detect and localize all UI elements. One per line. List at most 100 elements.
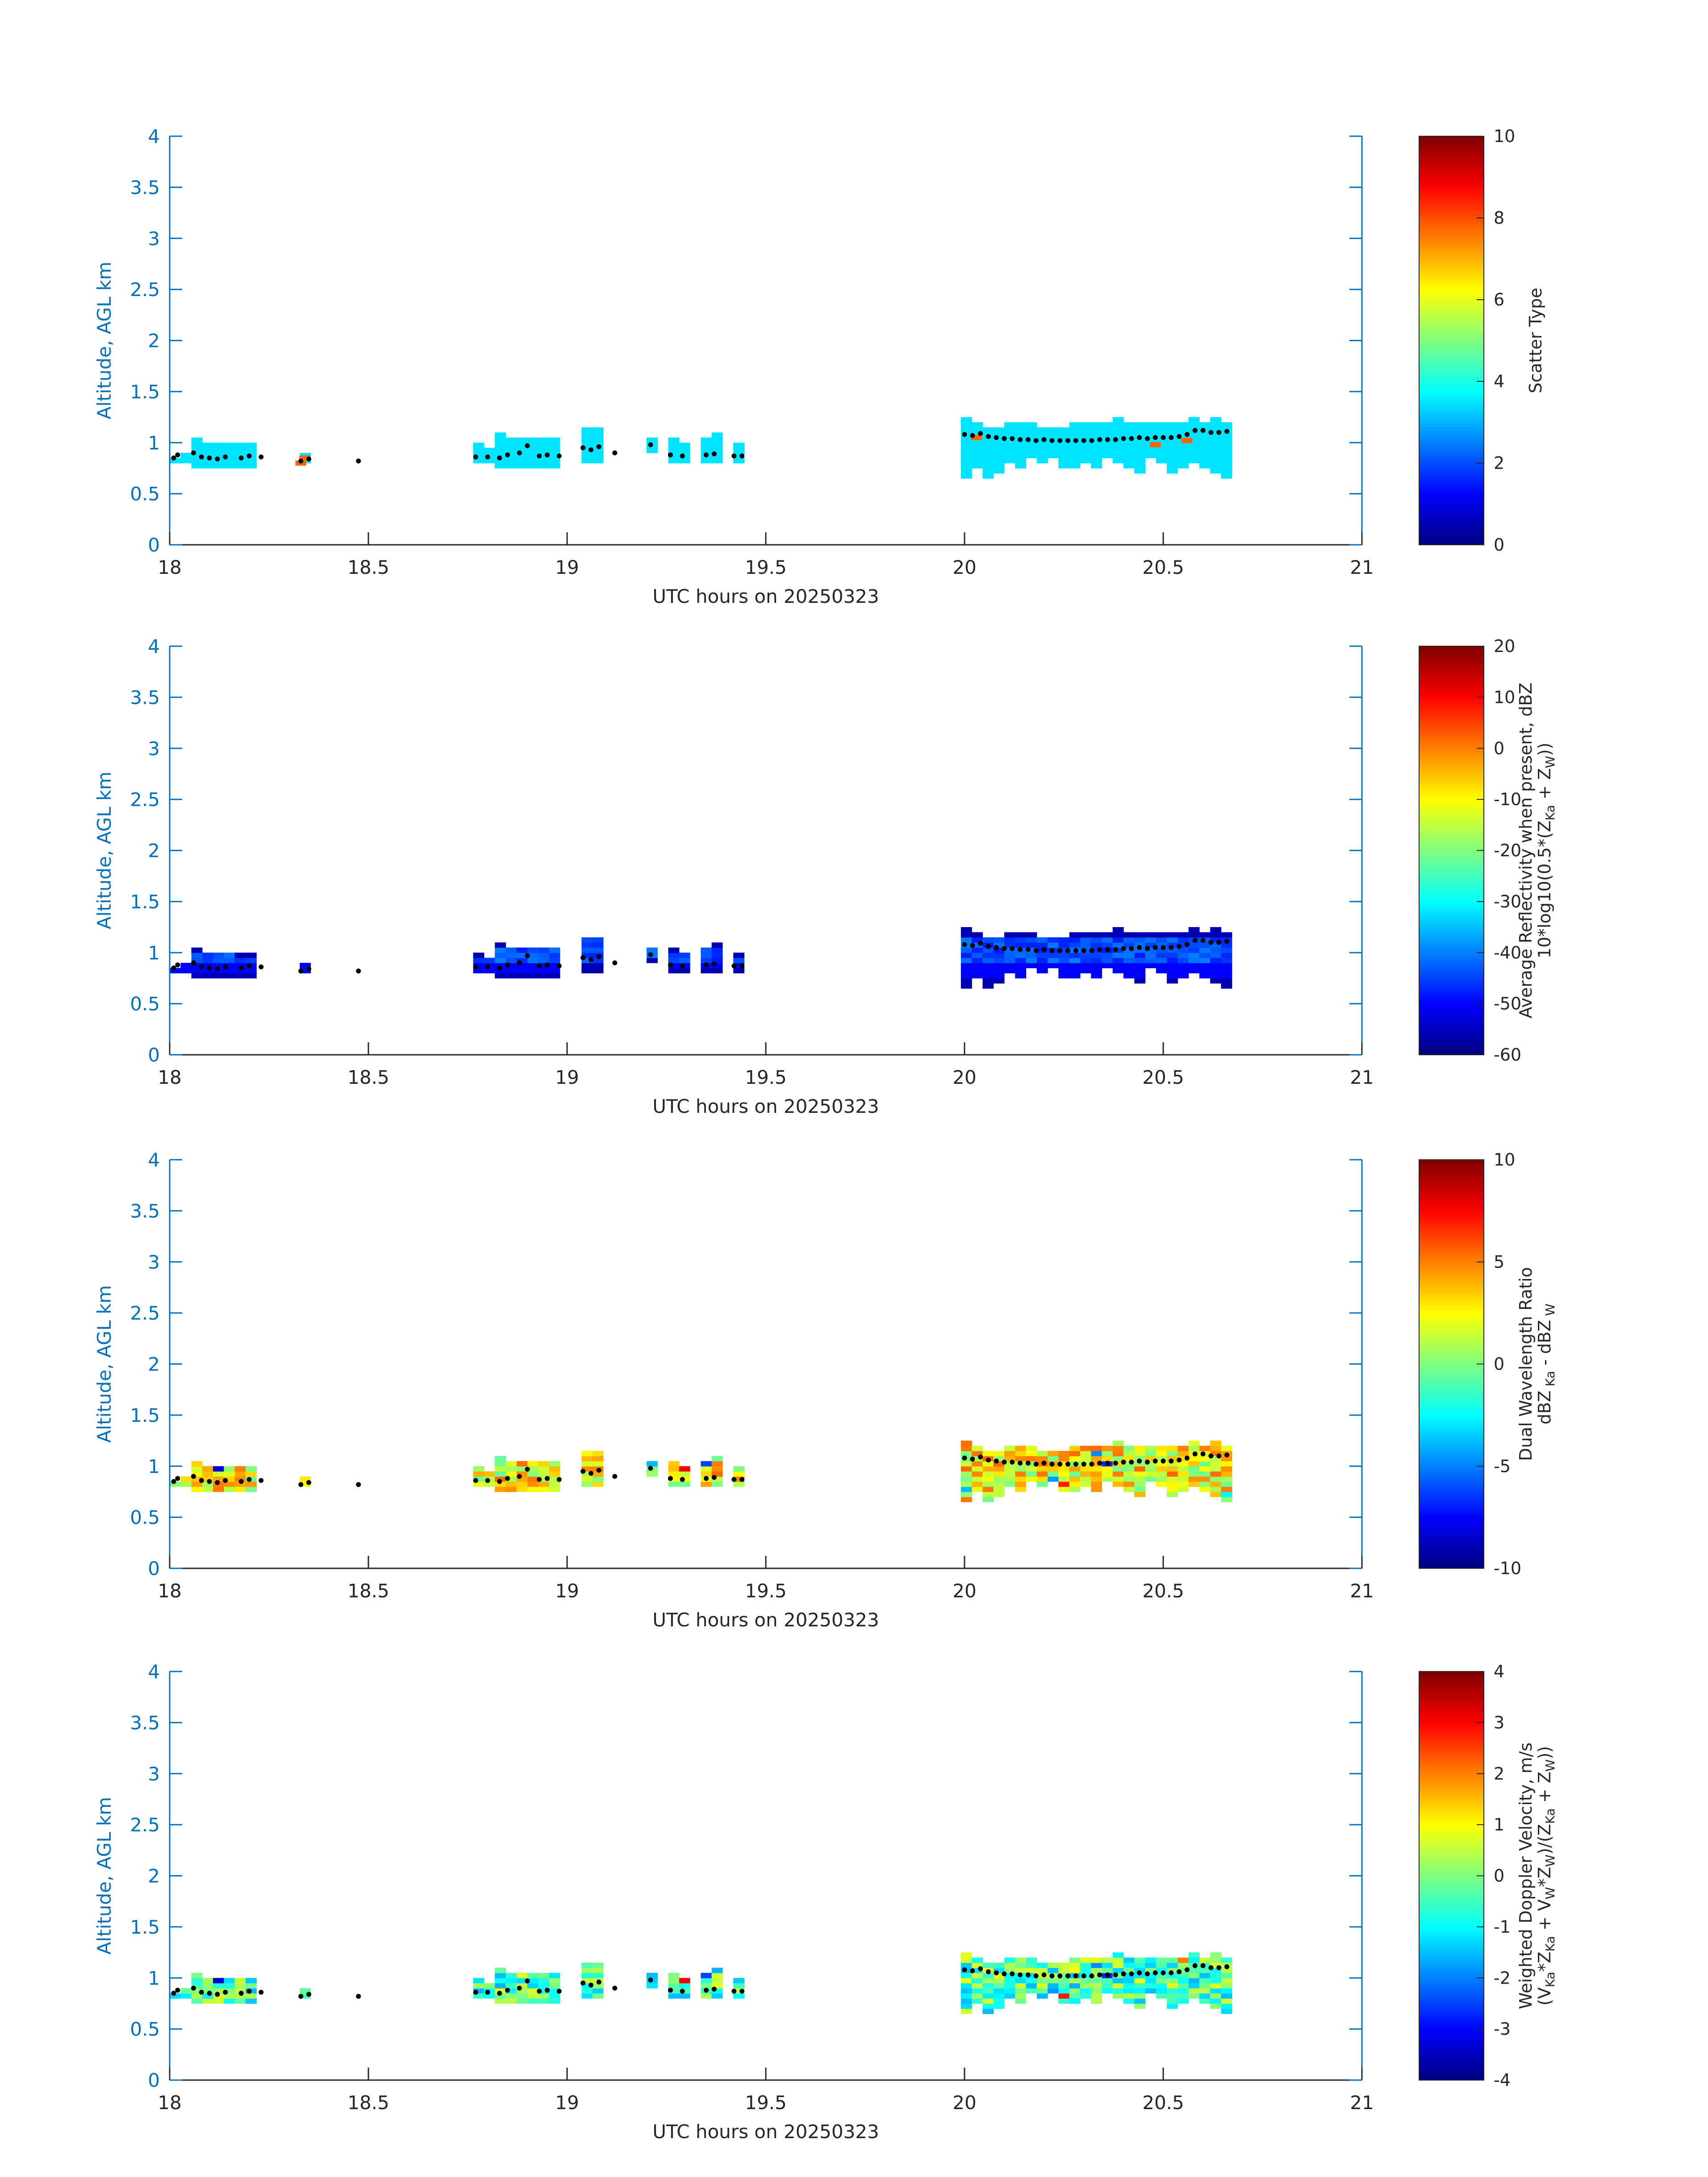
colorbar-band: [1419, 965, 1484, 969]
heatmap-cell: [1102, 1968, 1113, 1973]
colorbar-band: [1419, 1907, 1484, 1911]
colorbar-band: [1419, 662, 1484, 666]
colorbar-band: [1419, 863, 1484, 867]
heatmap-cell: [224, 957, 235, 963]
heatmap-cell: [1199, 1957, 1211, 1963]
heatmap-cell: [1221, 1957, 1232, 1963]
heatmap-cell: [1210, 1461, 1222, 1467]
heatmap-cell: [484, 968, 495, 974]
heatmap-cell: [1102, 453, 1113, 459]
heatmap-cell: [1080, 453, 1091, 459]
colorbar-band: [1419, 1745, 1484, 1749]
colorbar-band: [1419, 1402, 1484, 1406]
heatmap-cell: [1091, 432, 1102, 438]
heatmap-cell: [1091, 953, 1102, 958]
heatmap-cell: [1123, 447, 1135, 453]
x-tick-label: 20.5: [1142, 1066, 1184, 1088]
heatmap-cell: [1026, 1450, 1037, 1456]
heatmap-cell: [213, 447, 224, 453]
colorbar-band: [1419, 2026, 1484, 2030]
heatmap-cell: [505, 968, 517, 974]
heatmap-cell: [1058, 458, 1070, 464]
heatmap-cell: [592, 942, 604, 948]
heatmap-cell: [1069, 932, 1081, 938]
heatmap-cell: [993, 963, 1005, 969]
heatmap-cell: [505, 1466, 517, 1472]
heatmap-cell: [549, 973, 560, 979]
heatmap-cell: [1015, 1446, 1027, 1451]
heatmap-cell: [1221, 437, 1232, 443]
colorbar-tick-label: 10: [1494, 1150, 1515, 1170]
colorbar-band: [1419, 1923, 1484, 1927]
cloud-base-point: [175, 1476, 180, 1481]
x-tick-label: 18: [158, 556, 181, 578]
heatmap-cell: [711, 1481, 723, 1487]
cloud-base-point: [246, 453, 252, 459]
y-tick-label: 0.5: [130, 483, 160, 505]
heatmap-cell: [473, 447, 484, 453]
heatmap-cell: [733, 458, 745, 464]
heatmap-cell: [1221, 1466, 1232, 1472]
colorbar-band: [1419, 503, 1484, 507]
colorbar-band: [1419, 1335, 1484, 1339]
colorbar-band: [1419, 1984, 1484, 1988]
colorbar-tick-label: 2: [1494, 1764, 1504, 1784]
heatmap-cell: [1004, 422, 1015, 428]
cloud-base-point: [1161, 435, 1166, 440]
cloud-base-point: [191, 450, 196, 455]
cloud-base-point: [1049, 1973, 1055, 1979]
heatmap-cell: [1015, 1481, 1027, 1487]
cloud-base-point: [223, 454, 228, 460]
cloud-base-point: [207, 1479, 212, 1484]
heatmap-cell: [1069, 1988, 1081, 1994]
heatmap-cell: [972, 422, 983, 428]
heatmap-cell: [538, 973, 550, 979]
cloud-base-point: [1081, 1462, 1086, 1467]
heatmap-cell: [538, 1978, 550, 1984]
heatmap-cell: [527, 973, 539, 979]
cloud-base-point: [704, 1476, 709, 1481]
heatmap-cell: [1221, 1481, 1232, 1487]
colorbar-band: [1419, 174, 1484, 178]
cloud-base-point: [1073, 948, 1078, 953]
heatmap-cell: [1112, 957, 1124, 963]
colorbar-band: [1419, 1281, 1484, 1285]
heatmap-cell: [1004, 1993, 1015, 1999]
heatmap-cell: [1221, 1461, 1232, 1467]
colorbar-band: [1419, 1850, 1484, 1854]
heatmap-cell: [733, 1993, 745, 1999]
heatmap-cell: [701, 1993, 712, 1999]
heatmap-cell: [1134, 963, 1146, 969]
colorbar-band: [1419, 1812, 1484, 1816]
heatmap-cell: [1036, 957, 1048, 963]
colorbar-band: [1419, 2006, 1484, 2010]
colorbar-band: [1419, 1003, 1484, 1007]
heatmap-cell: [1210, 932, 1222, 938]
heatmap-cell: [1112, 1481, 1124, 1487]
heatmap-cell: [960, 1983, 972, 1989]
colorbar-band: [1419, 1786, 1484, 1790]
heatmap-cell: [1102, 422, 1113, 428]
colorbar-band: [1419, 2013, 1484, 2017]
heatmap-cell: [993, 1450, 1005, 1456]
heatmap-cell: [1015, 458, 1027, 464]
heatmap-cell: [1069, 953, 1081, 958]
heatmap-cell: [1026, 1988, 1037, 1994]
colorbar-label-text: dBZ: [1535, 1391, 1554, 1425]
cloud-base-point: [1018, 947, 1023, 952]
heatmap-cell: [711, 942, 723, 948]
colorbar-label-text: + Z: [1535, 1772, 1554, 1808]
heatmap-cell: [495, 973, 506, 979]
cloud-base-point: [680, 453, 685, 459]
cloud-base-point: [1097, 1460, 1102, 1466]
heatmap-cell: [1015, 942, 1027, 948]
colorbar-band: [1419, 1520, 1484, 1524]
heatmap-cell: [549, 1972, 560, 1978]
cloud-base-point: [580, 1981, 586, 1986]
cloud-base-point: [612, 1474, 618, 1479]
heatmap-cell: [1210, 1446, 1222, 1451]
cloud-base-point: [1113, 437, 1118, 442]
heatmap-cell: [1058, 1968, 1070, 1973]
heatmap-cell: [1134, 453, 1146, 459]
heatmap-cell: [527, 963, 539, 969]
